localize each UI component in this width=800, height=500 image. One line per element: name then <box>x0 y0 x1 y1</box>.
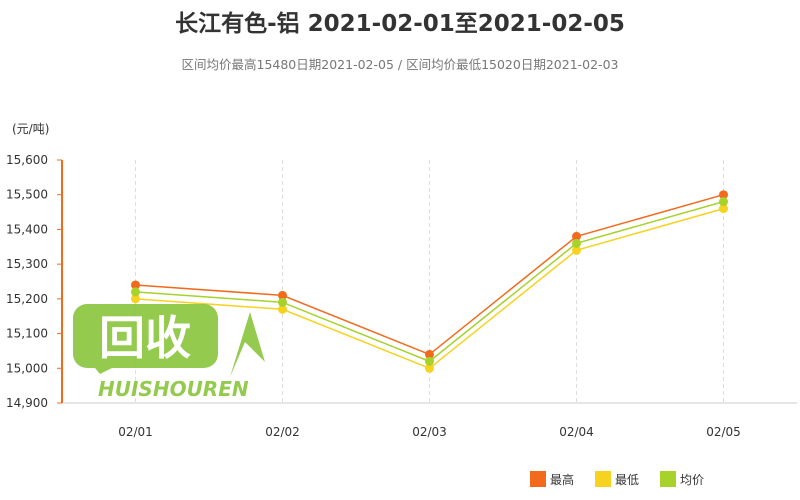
x-tick-label: 02/02 <box>265 425 300 439</box>
data-point-均价 <box>719 197 728 207</box>
legend-swatch <box>660 471 676 487</box>
y-tick-label: 15,200 <box>6 292 48 306</box>
data-point-最低 <box>425 363 434 373</box>
legend-label: 最低 <box>615 473 639 487</box>
x-tick-label: 02/03 <box>412 425 447 439</box>
data-point-最低 <box>572 245 581 255</box>
legend-swatch <box>595 471 611 487</box>
chart-subtitle: 区间均价最高15480日期2021-02-05 / 区间均价最低15020日期2… <box>181 57 619 72</box>
y-tick-label: 15,600 <box>6 153 48 167</box>
data-point-均价 <box>572 238 581 248</box>
x-tick-label: 02/05 <box>706 425 741 439</box>
y-tick-label: 14,900 <box>6 396 48 410</box>
y-axis-label: (元/吨) <box>12 122 49 136</box>
data-point-最低 <box>278 304 287 314</box>
x-tick-label: 02/04 <box>559 425 594 439</box>
legend-swatch <box>530 471 546 487</box>
watermark-logo: 回收 HUISHOUREN <box>73 304 265 401</box>
y-tick-label: 15,400 <box>6 222 48 236</box>
data-point-均价 <box>425 356 434 366</box>
data-point-最低 <box>719 204 728 214</box>
data-point-最高 <box>425 349 434 359</box>
data-point-最高 <box>572 231 581 241</box>
chart-title: 长江有色-铝 2021-02-01至2021-02-05 <box>175 11 625 37</box>
legend-label: 最高 <box>550 472 574 487</box>
data-point-最高 <box>719 190 728 200</box>
data-point-最低 <box>131 294 140 304</box>
data-point-均价 <box>278 297 287 307</box>
y-tick-label: 15,100 <box>6 327 48 341</box>
y-tick-label: 15,300 <box>6 257 48 271</box>
y-tick-label: 15,500 <box>6 188 48 202</box>
x-tick-label: 02/01 <box>118 425 153 439</box>
watermark-subtext: HUISHOUREN <box>98 377 249 401</box>
data-point-最高 <box>278 290 287 300</box>
watermark-text: 回收 <box>99 311 191 365</box>
y-tick-label: 15,000 <box>6 361 48 375</box>
legend-label: 均价 <box>680 473 704 487</box>
data-point-最高 <box>131 280 140 290</box>
data-point-均价 <box>131 287 140 297</box>
